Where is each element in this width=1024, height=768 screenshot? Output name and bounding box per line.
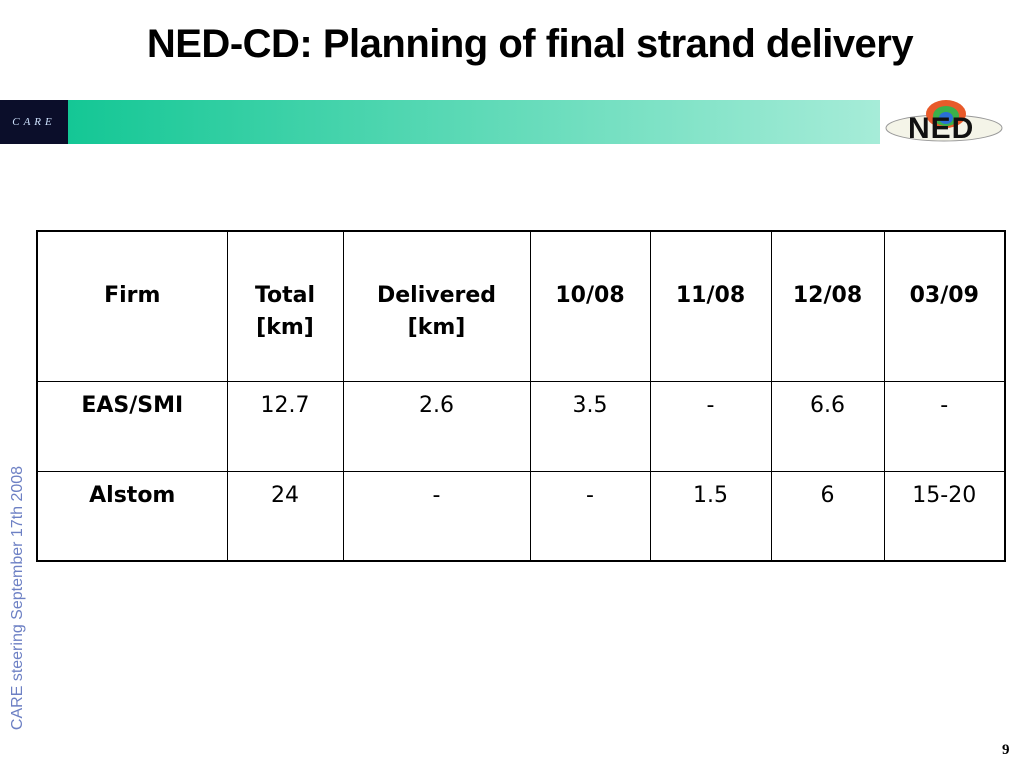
- value-cell: -: [883, 380, 1006, 472]
- value-cell: 12.7: [226, 380, 344, 472]
- header-cell: 12/08: [770, 230, 885, 382]
- value-cell: 15-20: [883, 470, 1006, 562]
- value-cell: 1.5: [649, 470, 772, 562]
- header-row: Firm Total [km] Delivered [km] 10/08 11/08 12…: [36, 230, 1006, 382]
- banner: [68, 100, 880, 144]
- value-cell: 3.5: [529, 380, 651, 472]
- value-cell: -: [649, 380, 772, 472]
- value-cell: 6: [770, 470, 885, 562]
- table-row: Alstom 24- -1.5 6 15-20: [36, 470, 1006, 562]
- care-logo: CARE: [0, 100, 68, 144]
- title: NED-CD: Planning of final strand deliver…: [146, 22, 914, 66]
- header-cell: Firm: [36, 230, 228, 382]
- logo-dome-core: [939, 112, 953, 124]
- header-cell: 11/08: [649, 230, 772, 382]
- value-cell: -: [529, 470, 651, 562]
- value-cell: 24: [226, 470, 344, 562]
- header-cell: Total [km]: [226, 230, 344, 382]
- header-cell: 03/09: [883, 230, 1006, 382]
- table: Firm Total [km] Delivered [km] 10/08 11/08 12…: [36, 230, 1006, 562]
- firm-cell: Alstom: [36, 470, 228, 562]
- table-row: EAS/SMI 12.7 2.6 3.5-6.6-: [36, 380, 1006, 472]
- firm-cell: EAS/SMI: [36, 380, 228, 472]
- ned-logo-graphic: [885, 100, 1003, 142]
- ned-logo-text: NED: [908, 112, 975, 145]
- header-cell: Delivered [km]: [342, 230, 531, 382]
- sidebar-text: CARE steering September 17th 2008: [9, 465, 26, 731]
- value-cell: 2.6: [342, 380, 531, 472]
- header-cell: 10/08: [529, 230, 651, 382]
- page-number: 9: [1002, 742, 1010, 758]
- value-cell: -: [342, 470, 531, 562]
- value-cell: 6.6: [770, 380, 885, 472]
